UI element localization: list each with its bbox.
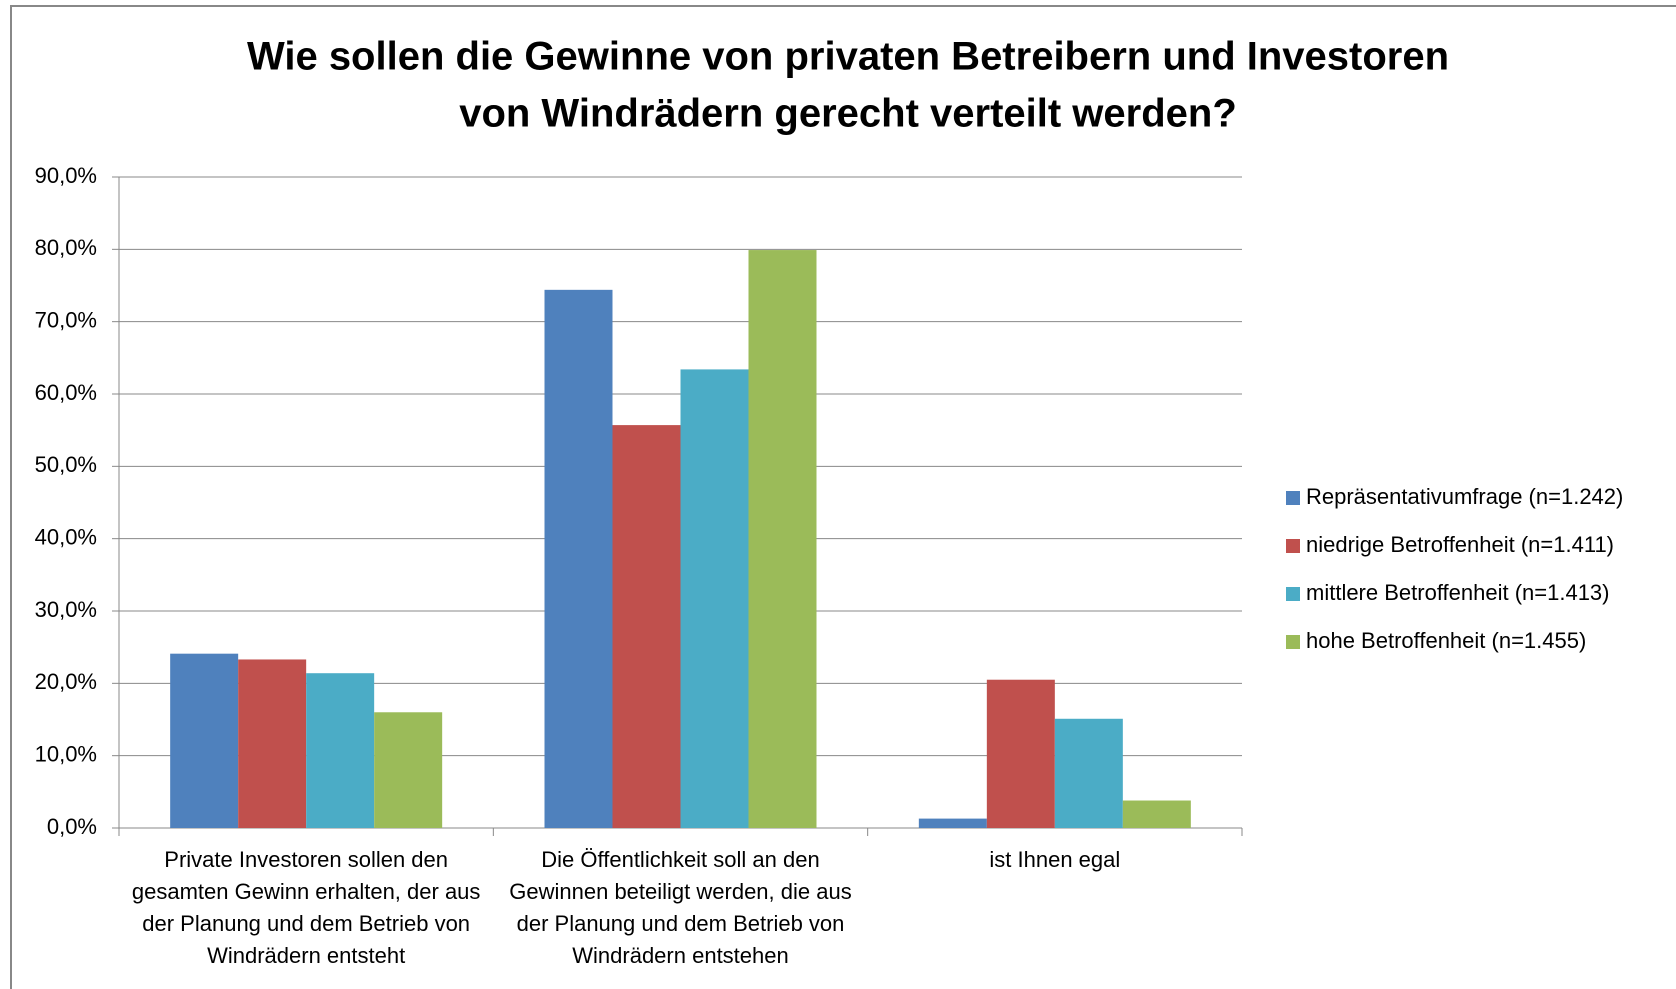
bar bbox=[986, 679, 1055, 828]
y-tick-label: 20,0% bbox=[35, 669, 97, 694]
bar bbox=[306, 673, 375, 828]
chart-title: von Windrädern gerecht verteilt werden? bbox=[459, 92, 1237, 136]
legend-swatch bbox=[1286, 635, 1300, 649]
legend-label: hohe Betroffenheit (n=1.455) bbox=[1306, 628, 1586, 653]
y-tick-label: 0,0% bbox=[47, 814, 97, 839]
y-tick-label: 30,0% bbox=[35, 597, 97, 622]
bar bbox=[170, 653, 239, 828]
legend-label: Repräsentativumfrage (n=1.242) bbox=[1306, 484, 1623, 509]
legend-label: mittlere Betroffenheit (n=1.413) bbox=[1306, 580, 1610, 605]
legend-swatch bbox=[1286, 587, 1300, 601]
y-tick-label: 10,0% bbox=[35, 741, 97, 766]
y-tick-label: 50,0% bbox=[35, 452, 97, 477]
chart-frame bbox=[10, 5, 1676, 989]
legend-label: niedrige Betroffenheit (n=1.411) bbox=[1306, 532, 1614, 557]
bar bbox=[1122, 800, 1191, 828]
bar bbox=[748, 250, 817, 829]
bar bbox=[680, 369, 749, 828]
x-tick-label: Die Öffentlichkeit soll an den Gewinnen … bbox=[509, 847, 852, 968]
bar bbox=[238, 659, 307, 828]
x-tick-label: ist Ihnen egal bbox=[989, 847, 1121, 872]
legend-swatch bbox=[1286, 491, 1300, 505]
bar bbox=[612, 425, 681, 828]
y-tick-label: 70,0% bbox=[35, 307, 97, 332]
bar bbox=[1054, 718, 1123, 828]
bar bbox=[918, 818, 987, 828]
chart-title: Wie sollen die Gewinne von privaten Betr… bbox=[247, 35, 1449, 79]
legend-swatch bbox=[1286, 539, 1300, 553]
x-tick-label: Private Investoren sollen den gesamten G… bbox=[131, 847, 481, 968]
bar bbox=[374, 712, 443, 828]
y-tick-label: 60,0% bbox=[35, 380, 97, 405]
y-tick-label: 80,0% bbox=[35, 235, 97, 260]
bar bbox=[544, 289, 613, 829]
y-tick-label: 40,0% bbox=[35, 524, 97, 549]
y-tick-label: 90,0% bbox=[35, 163, 97, 188]
